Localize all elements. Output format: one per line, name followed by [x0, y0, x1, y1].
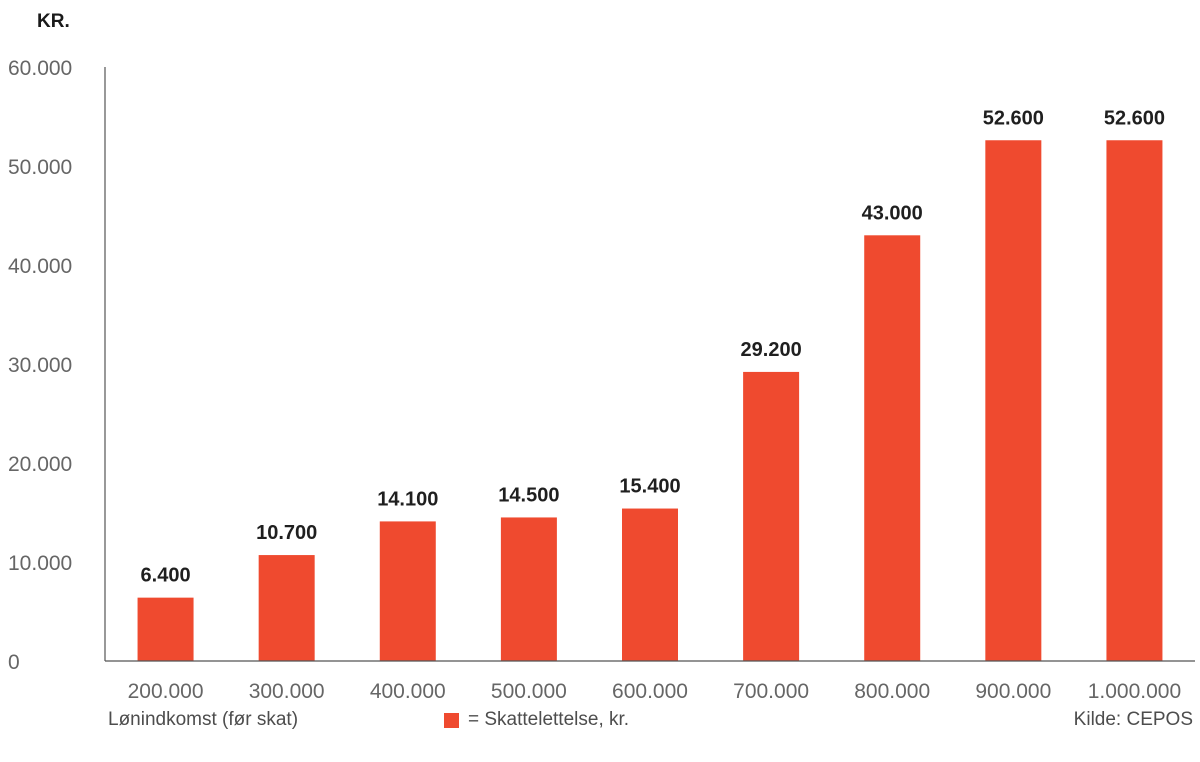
y-tick-label: 40.000 — [8, 255, 72, 278]
x-tick-label: 800.000 — [854, 680, 930, 700]
bars-group — [137, 140, 1163, 662]
legend-label: = Skattelettelse, kr. — [468, 709, 630, 730]
bar-chart: 0 10.000 20.000 30.000 40.000 50.000 60.000 6.… — [8, 57, 1195, 700]
y-tick-label: 50.000 — [8, 156, 72, 179]
bar-value-label: 15.400 — [619, 476, 680, 498]
bar — [864, 235, 921, 662]
x-tick-label: 300.000 — [249, 680, 325, 700]
bar-value-label: 52.600 — [983, 107, 1044, 129]
bar-value-label: 14.100 — [377, 488, 438, 510]
y-tick-label: 20.000 — [8, 453, 72, 476]
x-tick-label: 900.000 — [975, 680, 1051, 700]
y-tick-label: 0 — [8, 651, 20, 674]
data-labels-group: 6.400 10.700 14.100 14.500 15.400 29.200 43.00… — [141, 107, 1166, 586]
y-axis-ticks: 0 10.000 20.000 30.000 40.000 50.000 60.000 — [8, 57, 72, 674]
bar — [1106, 140, 1163, 661]
x-axis-ticks: 200.000 300.000 400.000 500.000 600.000 700.0… — [128, 680, 1182, 700]
bar — [985, 140, 1042, 661]
bar-value-label: 52.600 — [1104, 107, 1165, 129]
bar — [622, 508, 678, 661]
x-tick-label: 1.000.000 — [1088, 680, 1181, 700]
x-tick-label: 500.000 — [491, 680, 567, 700]
y-tick-label: 30.000 — [8, 354, 72, 377]
x-tick-label: 700.000 — [733, 680, 809, 700]
bar-value-label: 43.000 — [862, 202, 923, 224]
legend: = Skattelettelse, kr. — [444, 709, 629, 731]
bar-value-label: 6.400 — [141, 565, 191, 587]
y-tick-label: 60.000 — [8, 57, 72, 80]
bar — [258, 555, 315, 661]
bar — [379, 521, 436, 661]
bar — [500, 517, 557, 661]
bar — [137, 597, 194, 661]
x-tick-label: 200.000 — [128, 680, 204, 700]
bar-value-label: 14.500 — [498, 484, 559, 506]
legend-swatch — [444, 712, 459, 728]
y-tick-label: 10.000 — [8, 552, 72, 575]
bar — [743, 371, 800, 661]
source-note: Kilde: CEPOS — [1073, 709, 1193, 730]
y-axis-unit-label: KR. — [37, 11, 70, 32]
x-tick-label: 400.000 — [370, 680, 446, 700]
x-axis-title: Lønindkomst (før skat) — [108, 709, 299, 730]
x-tick-label: 600.000 — [612, 680, 688, 700]
bar-value-label: 10.700 — [256, 522, 317, 544]
bar-value-label: 29.200 — [741, 339, 802, 361]
